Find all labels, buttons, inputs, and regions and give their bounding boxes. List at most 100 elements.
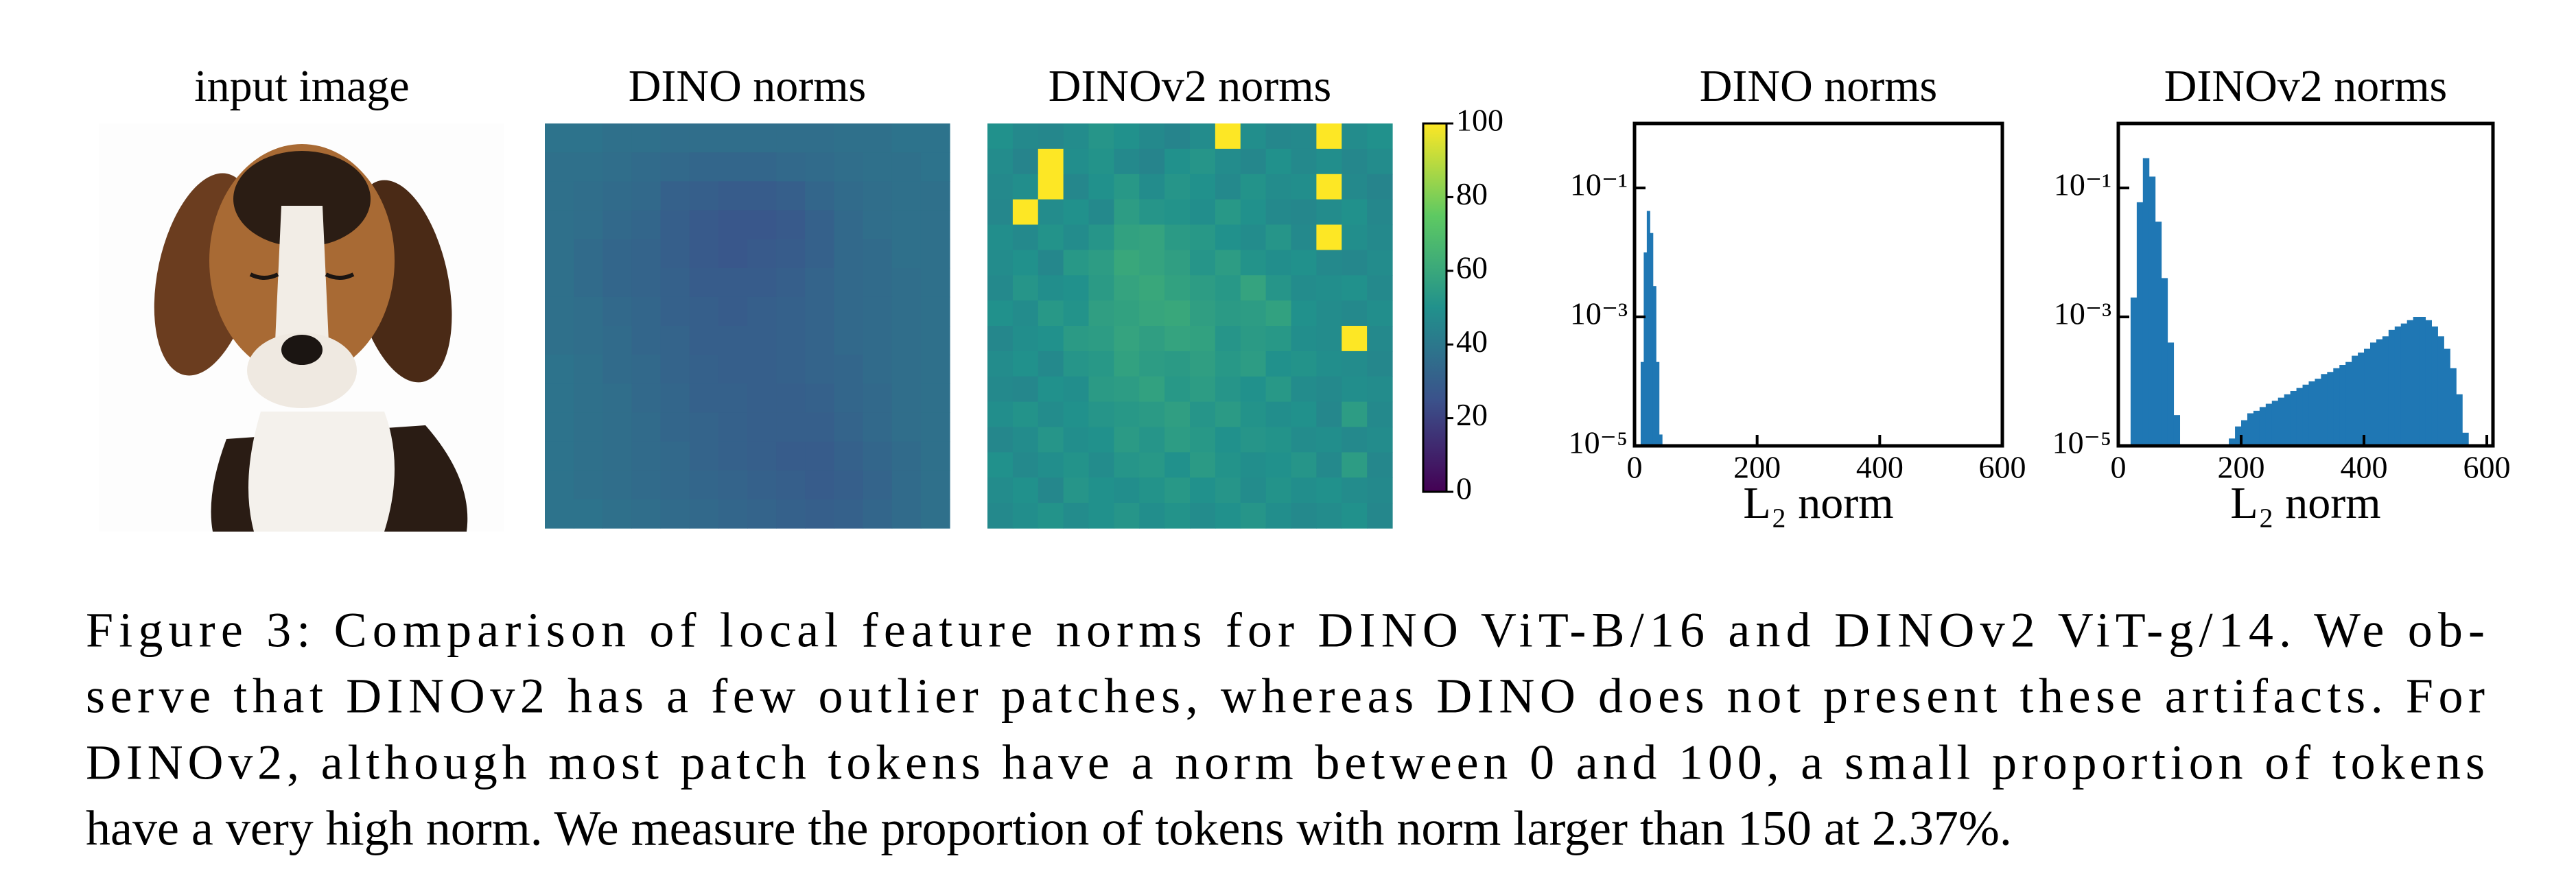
heatmap-cell xyxy=(1038,224,1064,250)
heatmap-cell xyxy=(1367,174,1393,200)
heatmap-cell xyxy=(1114,477,1140,503)
heatmap-cell xyxy=(1164,275,1191,301)
heatmap-cell xyxy=(1164,351,1191,377)
heatmap-cell xyxy=(776,441,806,471)
heatmap-cell xyxy=(1139,174,1165,200)
heatmap-cell xyxy=(863,355,893,384)
heatmap-cell xyxy=(1139,376,1165,403)
heatmap-cell xyxy=(545,210,574,240)
y-tick-label: 10⁻³ xyxy=(1570,296,1628,331)
caption-line: serve that DINOv2 has a few outlier patc… xyxy=(86,669,2485,724)
axes-frame xyxy=(1632,121,2004,448)
heatmap-cell xyxy=(1367,376,1393,403)
heatmap-cell xyxy=(660,383,690,414)
heatmap-cell xyxy=(574,296,603,327)
heatmap-cell xyxy=(574,210,603,240)
heatmap-cell xyxy=(1038,326,1064,352)
heatmap-cell xyxy=(1215,503,1241,529)
heatmap-cell xyxy=(805,268,835,298)
heatmap-cell xyxy=(1114,376,1140,403)
heatmap-cell xyxy=(574,412,603,442)
heatmap-cell xyxy=(1265,503,1292,529)
histogram-bar xyxy=(2431,326,2438,446)
heatmap-cell xyxy=(1088,477,1114,503)
heatmap-cell xyxy=(1291,503,1317,529)
heatmap-cell xyxy=(1265,174,1292,200)
heatmap-cell xyxy=(1265,199,1292,226)
heatmap-cell xyxy=(602,181,633,211)
heatmap-cell xyxy=(863,441,893,471)
heatmap-cell xyxy=(891,239,922,269)
heatmap-cell xyxy=(1139,275,1165,301)
heatmap-cell xyxy=(891,441,922,471)
heatmap-cell xyxy=(863,296,893,327)
heatmap-cell xyxy=(1012,376,1039,403)
heatmap-cell xyxy=(920,123,950,153)
heatmap-cell xyxy=(631,296,661,327)
histogram-bar xyxy=(1643,252,1648,446)
heatmap-cell xyxy=(863,383,893,414)
heatmap-cell xyxy=(1316,326,1342,352)
heatmap-cell xyxy=(718,412,748,442)
heatmap-cell xyxy=(1114,503,1140,529)
heatmap-cell xyxy=(1088,427,1114,453)
heatmap-cell xyxy=(1342,326,1368,352)
heatmap-cell xyxy=(891,470,922,500)
caption-line: DINOv2, although most patch tokens have … xyxy=(86,735,2485,790)
heatmap-cell xyxy=(574,239,603,269)
heatmap-cell xyxy=(1190,148,1216,175)
heatmap-cell xyxy=(1291,250,1317,276)
heatmap-cell xyxy=(1190,427,1216,453)
heatmap-cell xyxy=(920,355,950,384)
histogram-bar xyxy=(1640,361,1644,446)
heatmap-cell xyxy=(718,239,748,269)
heatmap-cell xyxy=(1291,477,1317,503)
heatmap-cell xyxy=(1190,250,1216,276)
heatmap-cell xyxy=(805,499,835,529)
heatmap-cell xyxy=(545,412,574,442)
heatmap-cell xyxy=(545,499,574,529)
heatmap-cell xyxy=(1316,224,1342,250)
heatmap-cell xyxy=(834,441,864,471)
heatmap-cell xyxy=(1215,477,1241,503)
caption-line: have a very high norm. We measure the pr… xyxy=(86,801,2012,856)
heatmap-cell xyxy=(1291,376,1317,403)
heatmap-cell xyxy=(1215,148,1241,175)
heatmap-cell xyxy=(602,355,633,384)
heatmap-cell xyxy=(776,239,806,269)
heatmap-cell xyxy=(920,499,950,529)
heatmap-cell xyxy=(776,268,806,298)
heatmap-cell xyxy=(602,268,633,298)
heatmap-cell xyxy=(1291,148,1317,175)
heatmap-cell xyxy=(987,326,1014,352)
heatmap-cell xyxy=(1190,401,1216,428)
histogram-bar xyxy=(2425,320,2432,446)
heatmap-cell xyxy=(1240,300,1267,327)
heatmap-cell xyxy=(1139,300,1165,327)
heatmap-cell xyxy=(631,355,661,384)
heatmap-cell xyxy=(1012,123,1039,150)
heatmap-cell xyxy=(1291,275,1317,301)
heatmap-cell xyxy=(1367,199,1393,226)
heatmap-cell xyxy=(1114,123,1140,150)
heatmap-cell xyxy=(1139,427,1165,453)
colorbar-tick-label: 20 xyxy=(1456,397,1488,432)
heatmap-cell xyxy=(1038,123,1064,150)
heatmap-cell xyxy=(574,181,603,211)
heatmap-cell xyxy=(718,268,748,298)
heatmap-cell xyxy=(1012,452,1039,478)
heatmap-cell xyxy=(631,181,661,211)
heatmap-cell xyxy=(1114,427,1140,453)
heatmap-cell xyxy=(1367,351,1393,377)
heatmap-cell xyxy=(631,152,661,182)
x-tick-label: 400 xyxy=(2341,450,2388,485)
heatmap-cell xyxy=(1164,326,1191,352)
heatmap-cell xyxy=(1190,326,1216,352)
heatmap-cell xyxy=(660,441,690,471)
heatmap-cell xyxy=(891,296,922,327)
heatmap-cell xyxy=(1012,300,1039,327)
heatmap-cell xyxy=(776,499,806,529)
heatmap-cell xyxy=(1240,275,1267,301)
heatmap-cell xyxy=(660,355,690,384)
